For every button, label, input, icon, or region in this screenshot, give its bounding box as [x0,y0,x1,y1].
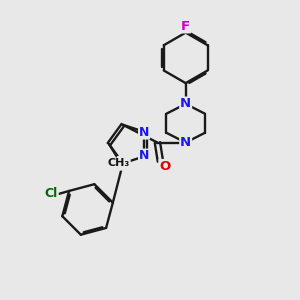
Text: F: F [181,20,190,33]
Text: N: N [118,157,128,170]
Text: O: O [159,160,170,173]
Text: Cl: Cl [45,188,58,200]
Text: N: N [139,126,149,139]
Text: N: N [180,98,191,110]
Text: N: N [180,136,191,149]
Text: N: N [139,149,149,162]
Text: CH₃: CH₃ [108,158,130,168]
